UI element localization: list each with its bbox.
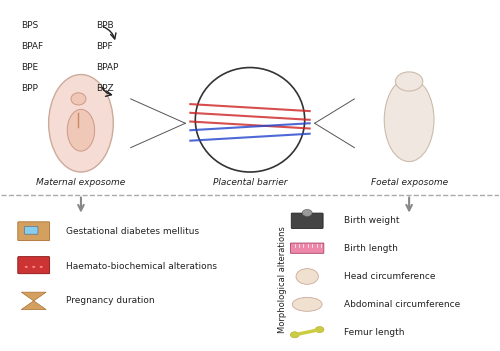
Polygon shape (22, 301, 46, 310)
FancyBboxPatch shape (18, 222, 50, 241)
Text: Gestational diabetes mellitus: Gestational diabetes mellitus (66, 227, 199, 236)
Text: BPZ: BPZ (96, 84, 114, 93)
Text: Maternal exposome: Maternal exposome (36, 178, 126, 187)
Text: BPF: BPF (96, 42, 112, 51)
Ellipse shape (71, 93, 86, 105)
Text: BPP: BPP (22, 84, 38, 93)
Circle shape (302, 210, 312, 217)
Text: Femur length: Femur length (344, 328, 405, 337)
FancyBboxPatch shape (18, 257, 50, 274)
Circle shape (316, 326, 324, 333)
Text: BPS: BPS (22, 21, 38, 30)
Text: Birth weight: Birth weight (344, 216, 400, 225)
Circle shape (296, 269, 318, 284)
Text: Abdominal circumference: Abdominal circumference (344, 300, 461, 309)
FancyBboxPatch shape (24, 226, 38, 234)
FancyBboxPatch shape (292, 213, 323, 229)
Text: BPE: BPE (22, 63, 38, 72)
Ellipse shape (68, 110, 94, 151)
Text: Birth length: Birth length (344, 244, 399, 253)
Text: Morphological alterations: Morphological alterations (278, 226, 287, 333)
Circle shape (290, 332, 299, 338)
Circle shape (25, 266, 28, 268)
Text: Head circumference: Head circumference (344, 272, 436, 281)
Circle shape (32, 266, 35, 268)
Text: Haemato-biochemical alterations: Haemato-biochemical alterations (66, 261, 217, 271)
Polygon shape (22, 292, 46, 301)
Text: Foetal exposome: Foetal exposome (370, 178, 448, 187)
Text: Placental barrier: Placental barrier (213, 178, 287, 187)
Ellipse shape (292, 297, 322, 311)
Text: BPAF: BPAF (22, 42, 44, 51)
FancyBboxPatch shape (290, 243, 324, 253)
Ellipse shape (396, 72, 423, 91)
Text: BPB: BPB (96, 21, 114, 30)
Ellipse shape (384, 78, 434, 161)
Text: BPAP: BPAP (96, 63, 118, 72)
Text: Pregnancy duration: Pregnancy duration (66, 296, 154, 305)
Circle shape (40, 266, 42, 268)
Ellipse shape (48, 74, 114, 172)
